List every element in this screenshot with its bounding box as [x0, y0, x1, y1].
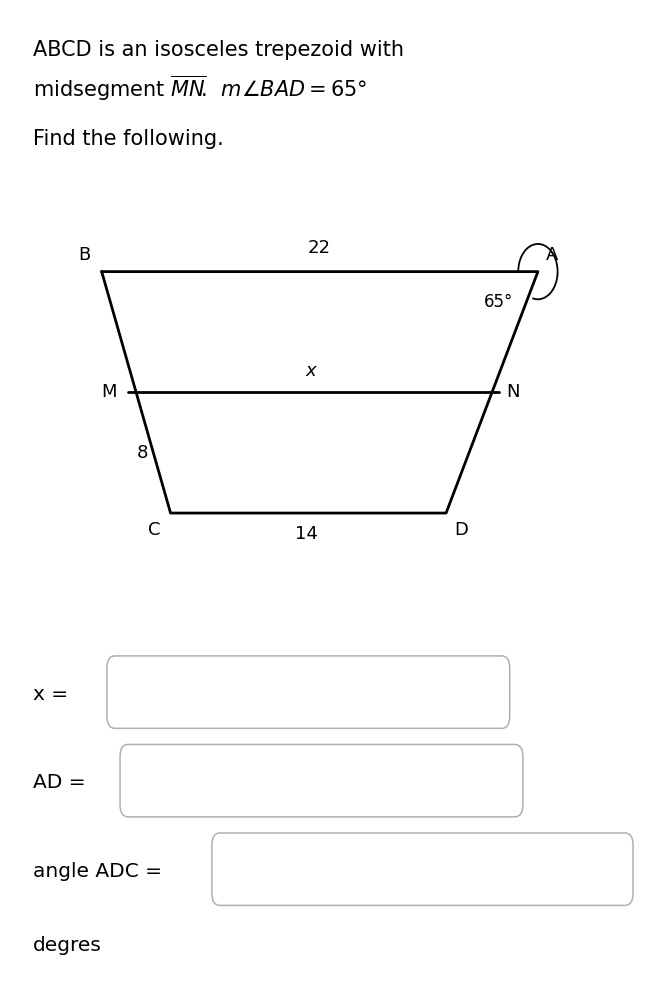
Text: A: A — [546, 245, 558, 264]
Text: M: M — [101, 383, 117, 401]
Text: $x$: $x$ — [305, 362, 318, 380]
Text: Find the following.: Find the following. — [33, 129, 224, 149]
FancyBboxPatch shape — [120, 744, 523, 817]
Text: B: B — [78, 245, 91, 264]
Text: midsegment $\overline{\mathit{MN}}$$\!$.  $m\angle BAD = 65°$: midsegment $\overline{\mathit{MN}}$$\!$.… — [33, 74, 367, 103]
Text: angle ADC =: angle ADC = — [33, 862, 162, 880]
FancyBboxPatch shape — [107, 656, 510, 728]
Text: 65°: 65° — [483, 293, 513, 311]
Text: x =: x = — [33, 685, 68, 703]
Text: D: D — [454, 521, 468, 539]
Text: degres: degres — [33, 937, 102, 955]
Text: AD =: AD = — [33, 774, 85, 792]
Text: ABCD is an isosceles trepezoid with: ABCD is an isosceles trepezoid with — [33, 40, 404, 60]
Text: 22: 22 — [308, 238, 331, 257]
Text: 14: 14 — [295, 525, 318, 543]
Text: C: C — [148, 521, 160, 539]
Text: N: N — [506, 383, 520, 401]
FancyBboxPatch shape — [212, 833, 633, 905]
Text: 8: 8 — [136, 444, 148, 462]
